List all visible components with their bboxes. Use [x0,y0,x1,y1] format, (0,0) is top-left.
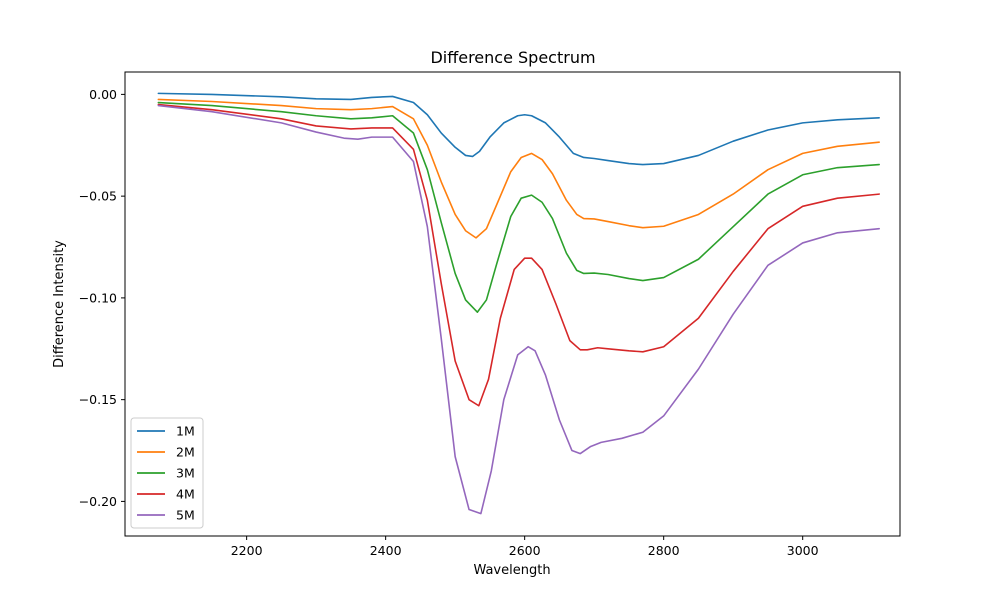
legend: 1M 2M 3M 4M 5M [130,417,204,529]
series-line-1m [157,92,880,166]
legend-label-2m: 2M [176,445,195,460]
series-layer [157,92,880,515]
y-tick-label: −0.10 [79,290,117,305]
y-tick-label: −0.20 [79,494,117,509]
legend-label-5m: 5M [176,508,195,523]
x-axis: 2200 2400 2600 2800 3000 [231,536,819,558]
x-tick-label: 2600 [509,543,541,558]
legend-label-4m: 4M [176,487,195,502]
series-line-4m [157,103,880,407]
y-tick-label: −0.05 [79,189,117,204]
legend-frame [130,417,204,529]
y-tick-label: 0.00 [89,87,117,102]
x-tick-label: 3000 [787,543,819,558]
x-tick-label: 2400 [370,543,402,558]
y-axis-title: Difference Intensity [52,240,67,368]
series-line-3m [157,101,880,313]
x-axis-title: Wavelength [473,563,550,578]
y-axis: 0.00 −0.05 −0.10 −0.15 −0.20 [79,87,125,509]
series-line-2m [157,98,880,239]
x-tick-label: 2200 [231,543,263,558]
plot-frame [124,71,901,537]
x-tick-label: 2800 [648,543,680,558]
chart-title: Difference Spectrum [430,48,595,67]
y-tick-label: −0.15 [79,392,117,407]
series-line-5m [157,104,880,515]
legend-label-1m: 1M [176,424,195,439]
legend-label-3m: 3M [176,466,195,481]
